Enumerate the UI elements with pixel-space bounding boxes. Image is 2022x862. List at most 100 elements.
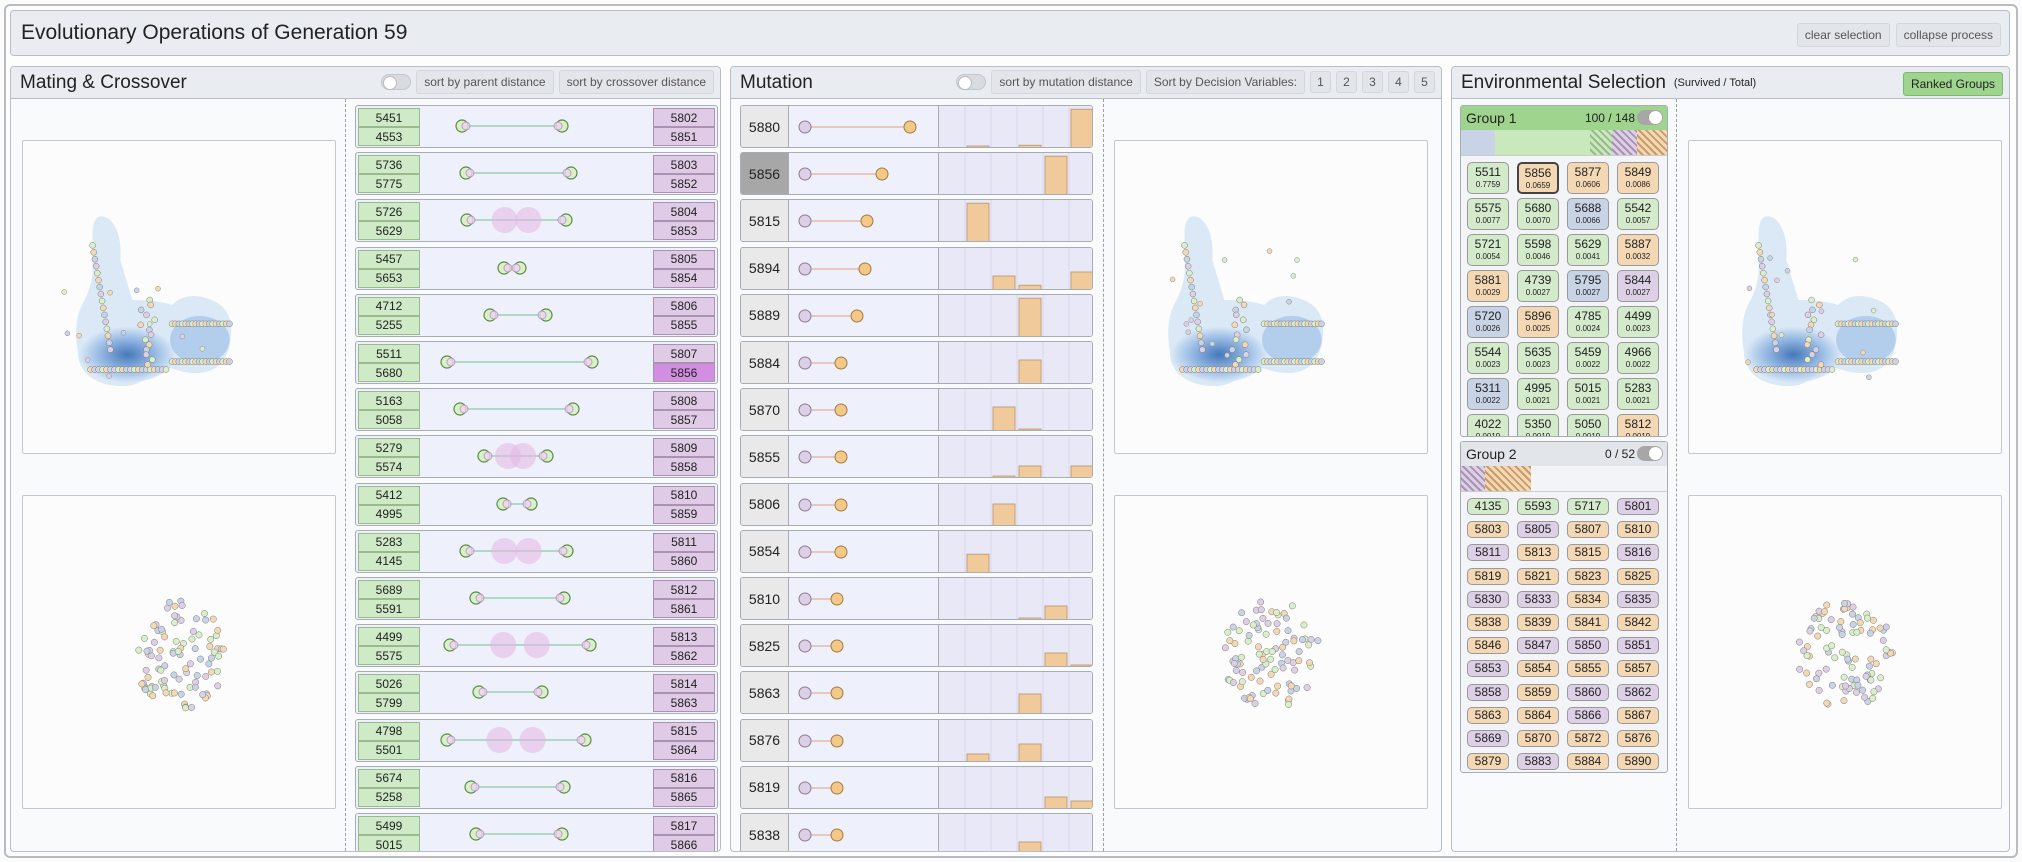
crossover-row[interactable]: 4712 5255 5806 5855 [355, 293, 718, 337]
group-2-chip[interactable]: 5854 [1517, 660, 1559, 678]
group-2-chip[interactable]: 5872 [1567, 730, 1609, 747]
crossover-row[interactable]: 5511 5680 5807 5856 [355, 341, 718, 384]
group-2-chip[interactable]: 5813 [1517, 544, 1559, 562]
group-1-chip[interactable]: 5311 0.0022 [1467, 378, 1509, 410]
group-2-chip[interactable]: 5834 [1567, 590, 1609, 608]
mutation-row[interactable]: 5870 [740, 388, 1093, 432]
group-2-chip[interactable]: 5860 [1567, 683, 1609, 701]
mutation-scatter-plot[interactable] [1114, 495, 1428, 809]
group-2-chip[interactable]: 5850 [1567, 637, 1609, 655]
group-1-chip[interactable]: 4739 0.0027 [1517, 270, 1559, 302]
mutation-row[interactable]: 5854 [740, 529, 1093, 573]
crossover-row[interactable]: 5451 4553 5802 5851 [355, 105, 718, 148]
group-1-chip[interactable]: 5688 0.0066 [1567, 198, 1609, 230]
group-2-chip[interactable]: 5803 [1467, 521, 1509, 539]
group-2-chip[interactable]: 5863 [1467, 706, 1509, 724]
crossover-row[interactable]: 5499 5015 5817 5866 [355, 813, 718, 851]
crossover-row[interactable]: 5026 5799 5814 5863 [355, 671, 718, 715]
group-1-chip[interactable]: 5795 0.0027 [1567, 270, 1609, 302]
group-2-chip[interactable]: 5884 [1567, 753, 1609, 771]
group-1-chip[interactable]: 5680 0.0070 [1517, 198, 1559, 230]
collapse-process-button[interactable]: collapse process [1895, 23, 2001, 47]
mutation-row[interactable]: 5894 [740, 246, 1093, 290]
group-2-chip[interactable]: 5862 [1617, 683, 1659, 701]
crossover-scatter-plot[interactable] [22, 495, 336, 809]
group-2-chip[interactable]: 5857 [1617, 660, 1659, 678]
group-1-chip[interactable]: 5877 0.0606 [1567, 162, 1609, 194]
group-2-chip[interactable]: 5830 [1467, 590, 1509, 608]
dv-button-5[interactable]: 5 [1414, 71, 1435, 93]
crossover-row[interactable]: 4798 5501 5815 5864 [355, 718, 718, 762]
crossover-row[interactable]: 5279 5574 5809 5858 [355, 435, 718, 479]
group-2-chip[interactable]: 5839 [1517, 614, 1559, 631]
group-2-chip[interactable]: 5805 [1517, 521, 1559, 539]
group-1-chip[interactable]: 5720 0.0026 [1467, 306, 1509, 338]
group-1-chip[interactable]: 4785 0.0024 [1567, 306, 1609, 338]
group-2-toggle[interactable] [1637, 446, 1663, 461]
group-1-chip[interactable]: 5015 0.0021 [1567, 378, 1609, 410]
crossover-row[interactable]: 5736 5775 5803 5852 [355, 152, 718, 196]
sort-mutation-distance-button[interactable]: sort by mutation distance [991, 70, 1141, 94]
selection-scatter-plot[interactable] [1688, 495, 2002, 809]
group-1-chip[interactable]: 5459 0.0022 [1567, 342, 1609, 374]
group-2-chip[interactable]: 5864 [1517, 706, 1559, 724]
group-2-chip[interactable]: 5801 [1617, 498, 1659, 515]
sort-crossover-distance-button[interactable]: sort by crossover distance [558, 70, 714, 94]
group-1-chip[interactable]: 4966 0.0022 [1617, 342, 1659, 374]
mutation-density-plot[interactable] [1114, 140, 1428, 454]
group-2-chip[interactable]: 5846 [1467, 637, 1509, 655]
group-1-chip[interactable]: 4499 0.0023 [1617, 306, 1659, 338]
group-2-chip[interactable]: 5593 [1517, 498, 1559, 515]
group-2-chip[interactable]: 5890 [1617, 753, 1659, 771]
crossover-row[interactable]: 5163 5058 5808 5857 [355, 388, 718, 432]
group-1-chip[interactable]: 5050 0.0019 [1567, 414, 1609, 436]
group-2-chip[interactable]: 5807 [1567, 521, 1609, 539]
mutation-row[interactable]: 5876 [740, 718, 1093, 762]
dv-button-2[interactable]: 2 [1336, 71, 1357, 93]
crossover-row[interactable]: 4499 5575 5813 5862 [355, 624, 718, 668]
group-1-chip[interactable]: 5629 0.0041 [1567, 234, 1609, 266]
group-1-chip[interactable]: 5896 0.0025 [1517, 306, 1559, 338]
dv-button-4[interactable]: 4 [1388, 71, 1409, 93]
group-2-chip[interactable]: 5847 [1517, 637, 1559, 655]
mutation-row[interactable]: 5856 [740, 152, 1093, 196]
dv-button-3[interactable]: 3 [1362, 71, 1383, 93]
group-2-chip[interactable]: 5842 [1617, 614, 1659, 631]
mutation-row[interactable]: 5838 [740, 813, 1093, 851]
mutation-row[interactable]: 5880 [740, 105, 1093, 148]
group-1-chip[interactable]: 4995 0.0021 [1517, 378, 1559, 410]
group-1-chip[interactable]: 5856 0.0659 [1517, 162, 1559, 194]
mutation-row[interactable]: 5806 [740, 482, 1093, 526]
group-2-chip[interactable]: 5811 [1467, 544, 1509, 562]
mutation-row[interactable]: 5819 [740, 765, 1093, 809]
group-1-chip[interactable]: 5598 0.0046 [1517, 234, 1559, 266]
group-2-chip[interactable]: 5717 [1567, 498, 1609, 515]
group-2-chip[interactable]: 5816 [1617, 544, 1659, 562]
mutation-row[interactable]: 5855 [740, 435, 1093, 479]
group-2-chip[interactable]: 5835 [1617, 590, 1659, 608]
group-2-chip[interactable]: 5841 [1567, 614, 1609, 631]
group-2-chip[interactable]: 5819 [1467, 567, 1509, 585]
group-1-chip[interactable]: 5849 0.0086 [1617, 162, 1659, 194]
mutation-row[interactable]: 5815 [740, 199, 1093, 243]
group-2-chip[interactable]: 5859 [1517, 683, 1559, 701]
crossover-row[interactable]: 5674 5258 5816 5865 [355, 765, 718, 809]
group-2-chip[interactable]: 5879 [1467, 753, 1509, 771]
group-2-chip[interactable]: 5825 [1617, 567, 1659, 585]
group-1-chip[interactable]: 5844 0.0027 [1617, 270, 1659, 302]
crossover-row[interactable]: 5412 4995 5810 5859 [355, 482, 718, 526]
group-1-chip[interactable]: 5881 0.0029 [1467, 270, 1509, 302]
group-2-chip[interactable]: 5869 [1467, 730, 1509, 747]
group-2-chip[interactable]: 4135 [1467, 498, 1509, 515]
crossover-row[interactable]: 5689 5591 5812 5861 [355, 577, 718, 620]
crossover-row[interactable]: 5283 4145 5811 5860 [355, 529, 718, 573]
selection-density-plot[interactable] [1688, 140, 2002, 454]
sort-parent-distance-button[interactable]: sort by parent distance [416, 70, 554, 94]
crossover-row[interactable]: 5457 5653 5805 5854 [355, 246, 718, 290]
crossover-row[interactable]: 5726 5629 5804 5853 [355, 199, 718, 243]
dv-button-1[interactable]: 1 [1310, 71, 1331, 93]
group-2-chip[interactable]: 5823 [1567, 567, 1609, 585]
ranked-groups-button[interactable]: Ranked Groups [1902, 72, 2003, 96]
group-2-chip[interactable]: 5815 [1567, 544, 1609, 562]
group-1-chip[interactable]: 5721 0.0054 [1467, 234, 1509, 266]
